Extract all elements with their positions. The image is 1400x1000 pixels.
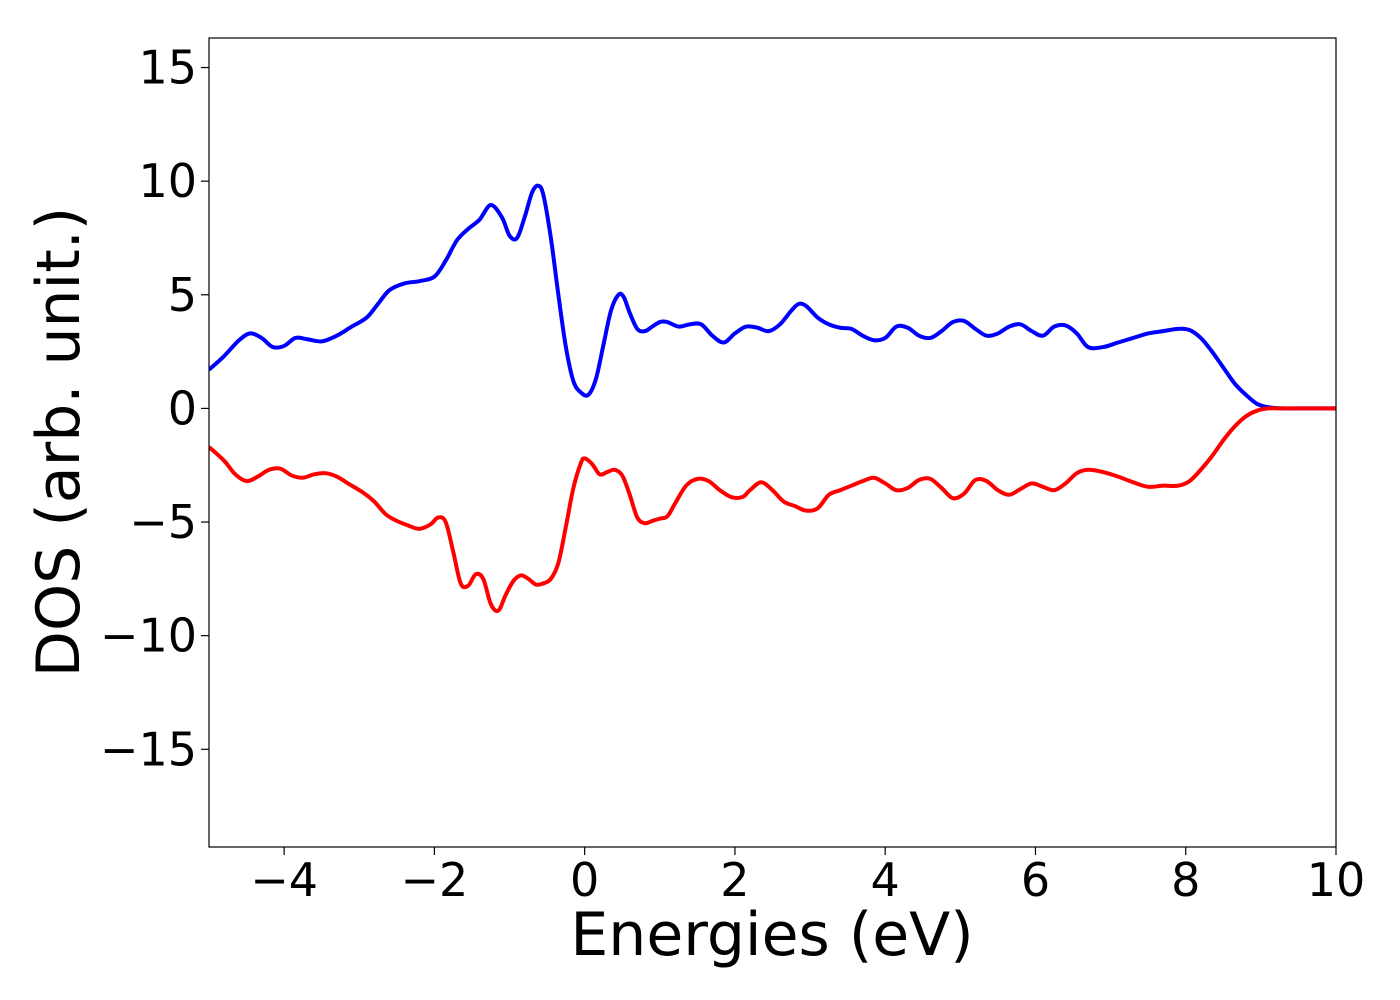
plot-background [209, 38, 1336, 847]
y-axis-ticks: 15 10 5 0 −5 −10 −15 [100, 41, 209, 776]
x-tick-label: −2 [400, 853, 468, 907]
y-tick-label: 15 [138, 41, 197, 95]
x-axis-ticks: −4 −2 0 2 4 6 8 10 [250, 847, 1365, 907]
y-axis-label: DOS (arb. unit.) [24, 207, 94, 677]
series-line-2 [209, 406, 1336, 614]
x-tick-label: −4 [250, 853, 318, 907]
x-tick-label: 10 [1307, 853, 1366, 907]
y-tick-label: 0 [168, 381, 197, 435]
x-tick-label: 0 [570, 853, 599, 907]
y-tick-label: −5 [129, 495, 197, 549]
x-axis-label: Energies (eV) [570, 900, 973, 970]
x-tick-label: 8 [1171, 853, 1200, 907]
y-tick-label: 5 [168, 268, 197, 322]
series-line-1 [209, 183, 1336, 411]
x-tick-label: 2 [720, 853, 749, 907]
series-layer [209, 183, 1336, 614]
plot-frame [208, 37, 1337, 848]
y-tick-label: 10 [138, 154, 197, 208]
x-tick-label: 6 [1021, 853, 1050, 907]
y-tick-label: −15 [100, 722, 197, 776]
x-tick-label: 4 [871, 853, 900, 907]
y-tick-label: −10 [100, 609, 197, 663]
